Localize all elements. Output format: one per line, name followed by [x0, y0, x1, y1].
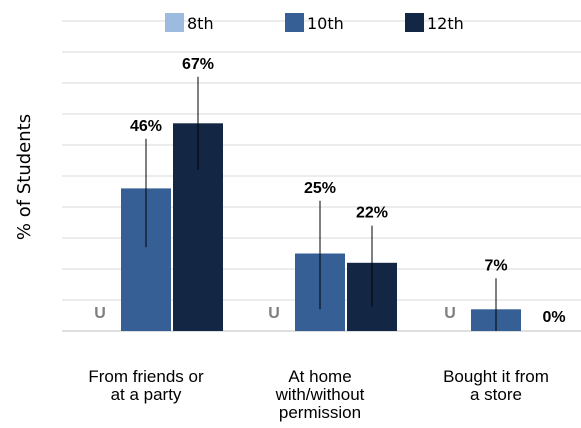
data-label: 22%	[356, 205, 388, 222]
legend-label: 12th	[427, 14, 464, 33]
unreliable-marker: U	[268, 305, 280, 322]
legend-label: 10th	[307, 14, 344, 33]
data-labels: U 46% 67% U 25% 22% U 7% 0%	[94, 56, 565, 326]
data-label: 67%	[182, 56, 214, 73]
data-label: 25%	[304, 180, 336, 197]
legend-swatch	[165, 13, 184, 32]
data-label: 0%	[542, 309, 565, 326]
legend-swatch	[405, 13, 424, 32]
data-label: 7%	[484, 257, 507, 274]
category-label: At home with/without permission	[275, 367, 365, 422]
legend-label: 8th	[187, 14, 214, 33]
y-axis-label: % of Students	[14, 114, 35, 240]
legend-swatch	[285, 13, 304, 32]
bars	[121, 123, 521, 331]
category-labels: From friends or at a party At home with/wit…	[88, 367, 549, 422]
legend: 8th 10th 12th	[165, 13, 464, 33]
data-label: 46%	[130, 118, 162, 135]
error-bars	[145, 76, 497, 331]
category-label: From friends or at a party	[88, 367, 204, 404]
unreliable-marker: U	[444, 305, 456, 322]
category-label: Bought it from a store	[443, 367, 549, 404]
unreliable-marker: U	[94, 305, 106, 322]
